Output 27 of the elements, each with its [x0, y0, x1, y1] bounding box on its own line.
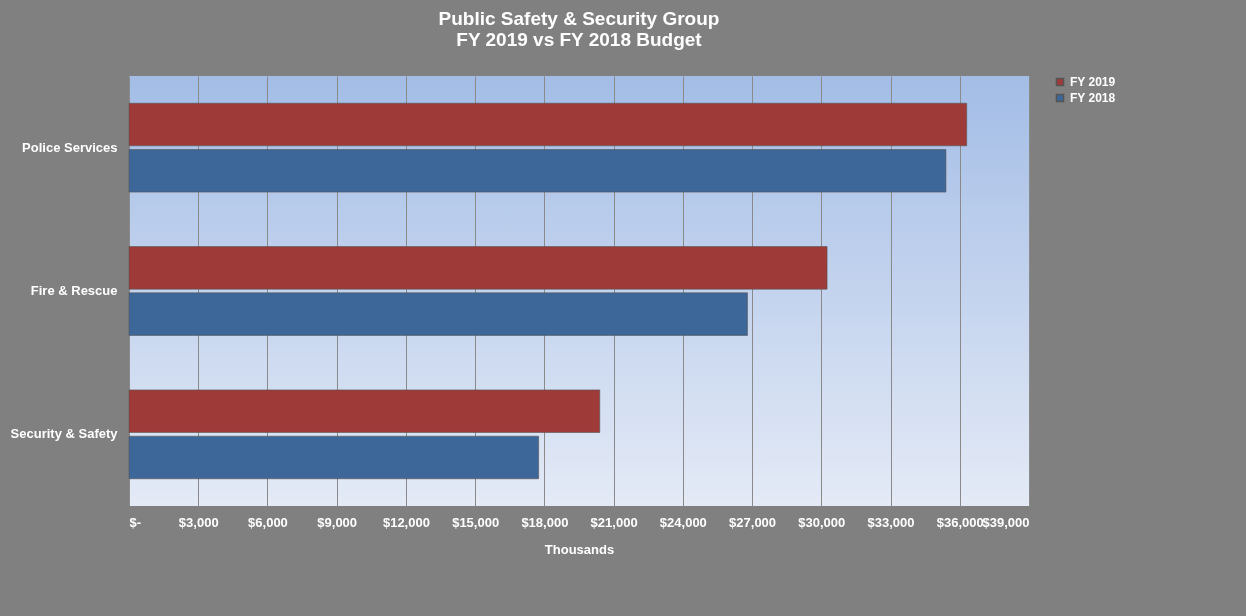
legend-label: FY 2019	[1070, 75, 1116, 89]
x-tick-label: $33,000	[867, 514, 915, 530]
x-tick-label: $12,000	[382, 514, 430, 530]
legend-label: FY 2018	[1070, 91, 1116, 105]
bar	[128, 149, 947, 193]
bar	[128, 292, 748, 336]
x-tick-label: $3,000	[178, 514, 219, 530]
y-tick-label: Security & Safety	[10, 426, 119, 442]
x-tick-label: $15,000	[452, 514, 500, 530]
x-tick-label: $18,000	[521, 514, 569, 530]
bar	[128, 246, 828, 290]
y-tick-label: Police Services	[22, 139, 118, 155]
x-axis-title: Thousands	[544, 541, 615, 557]
chart-title: Public Safety & Security Group FY 2019 vs FY 2018 Budget	[438, 8, 720, 50]
x-tick-label: $24,000	[659, 514, 707, 530]
bar	[128, 102, 967, 147]
x-tick-label: $27,000	[729, 514, 777, 530]
bar	[128, 435, 539, 480]
x-tick-label: $-	[129, 514, 142, 530]
bar	[128, 389, 601, 433]
y-tick-label: Fire & Rescue	[30, 283, 118, 298]
x-tick-label: $30,000	[798, 514, 846, 530]
x-tick-label: $39,000	[982, 514, 1030, 530]
x-tick-label: $9,000	[317, 514, 358, 530]
x-tick-label: $36,000	[936, 514, 984, 530]
x-tick-label: $6,000	[248, 514, 288, 530]
x-tick-label: $21,000	[590, 514, 638, 530]
